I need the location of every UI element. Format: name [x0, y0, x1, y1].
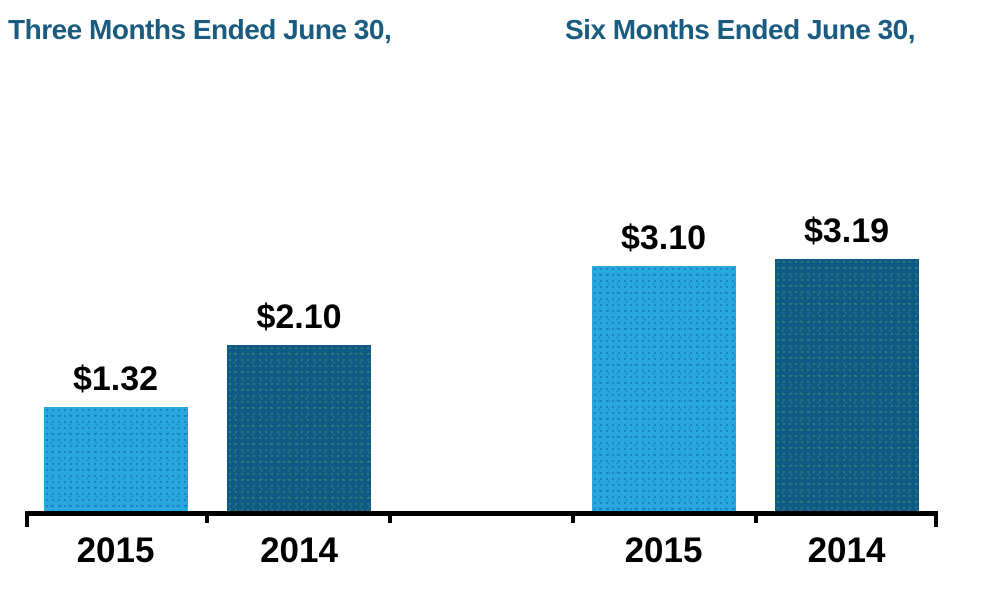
x-tick-label-2015: 2015	[76, 531, 155, 570]
bar-value-label: $1.32	[72, 360, 159, 398]
group-title-three-months: Three Months Ended June 30,	[8, 14, 392, 45]
bar-2014-group2	[774, 259, 919, 511]
group-title-six-months: Six Months Ended June 30,	[565, 14, 916, 45]
x-axis-tick	[934, 511, 938, 527]
x-tick-label-2014: 2014	[807, 531, 886, 570]
bar-2015-group2	[591, 266, 736, 511]
x-axis-tick	[388, 511, 392, 523]
bar-2014-group1	[227, 345, 371, 511]
x-tick-label-2015: 2015	[624, 531, 703, 570]
x-axis-tick	[571, 511, 575, 523]
bar-value-label: $3.10	[620, 219, 707, 257]
bar-2015-group1	[43, 407, 188, 511]
x-tick-label-2014: 2014	[260, 531, 338, 570]
x-axis-line	[25, 511, 938, 516]
x-axis-tick	[25, 511, 29, 527]
x-axis-tick	[754, 511, 758, 523]
bar-value-label: $3.19	[803, 212, 890, 250]
bar-value-label: $2.10	[256, 298, 342, 336]
x-axis-tick	[205, 511, 209, 523]
